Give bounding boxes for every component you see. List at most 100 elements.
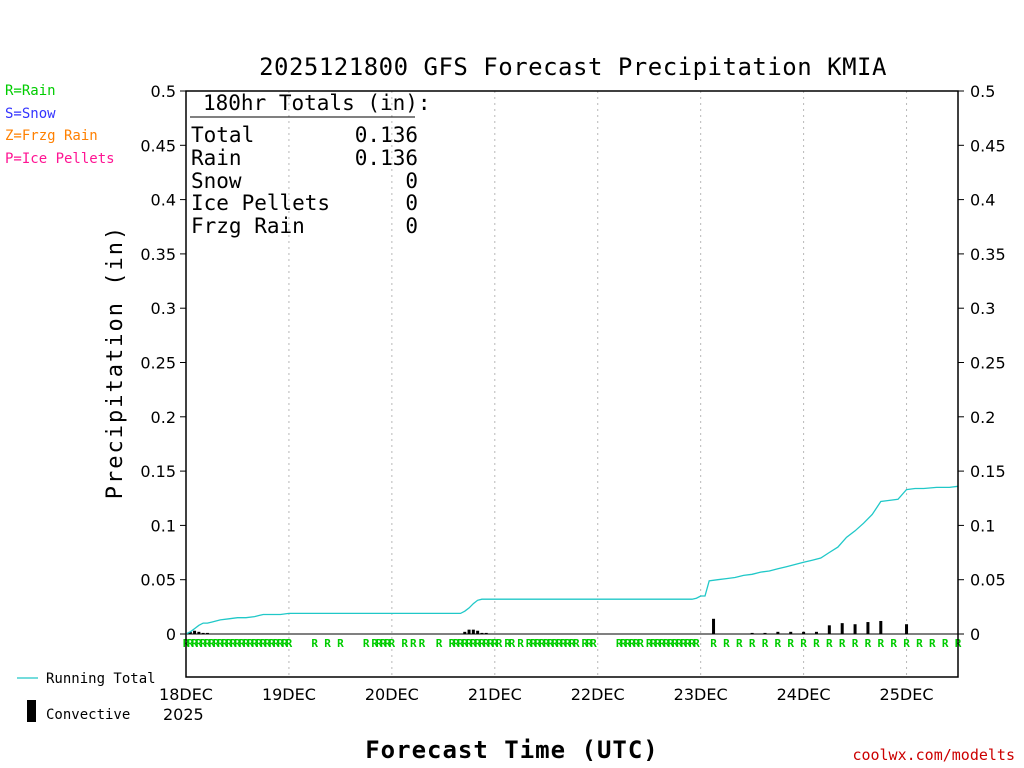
x-tick-label: 21DEC bbox=[468, 685, 522, 704]
credit-text: coolwx.com/modelts bbox=[852, 746, 1015, 764]
precip-marker-r: R bbox=[654, 637, 661, 650]
precip-marker-r: R bbox=[560, 637, 567, 650]
convective-bar bbox=[205, 632, 209, 634]
totals-value-frzg-rain: 0 bbox=[405, 214, 418, 238]
precip-marker-r: R bbox=[260, 637, 267, 650]
precip-marker-r: R bbox=[800, 637, 807, 650]
precip-marker-r: R bbox=[667, 637, 674, 650]
precip-marker-r: R bbox=[187, 637, 194, 650]
precip-marker-r: R bbox=[457, 637, 464, 650]
precip-marker-r: R bbox=[474, 637, 481, 650]
precip-marker-r: R bbox=[556, 637, 563, 650]
y-tick-label-left: 0.15 bbox=[140, 462, 176, 481]
precip-marker-r: R bbox=[736, 637, 743, 650]
precip-marker-r: R bbox=[496, 637, 503, 650]
convective-bar bbox=[476, 630, 480, 634]
precip-marker-r: R bbox=[264, 637, 271, 650]
precip-marker-r: R bbox=[710, 637, 717, 650]
y-tick-label-right: 0.3 bbox=[970, 299, 995, 318]
precip-marker-r: R bbox=[200, 637, 207, 650]
precip-marker-r: R bbox=[470, 637, 477, 650]
precip-marker-r: R bbox=[684, 637, 691, 650]
precip-marker-r: R bbox=[479, 637, 486, 650]
precip-marker-r: R bbox=[865, 637, 872, 650]
totals-label-ice-pellets: Ice Pellets bbox=[191, 191, 330, 215]
precip-marker-r: R bbox=[573, 637, 580, 650]
precip-marker-r: R bbox=[436, 637, 443, 650]
precip-marker-r: R bbox=[676, 637, 683, 650]
precip-marker-r: R bbox=[410, 637, 417, 650]
precip-marker-r: R bbox=[543, 637, 550, 650]
precip-marker-r: R bbox=[273, 637, 280, 650]
running-total-legend-label: Running Total bbox=[46, 671, 156, 687]
precip-marker-r: R bbox=[723, 637, 730, 650]
precip-marker-r: R bbox=[243, 637, 250, 650]
precip-marker-r: R bbox=[466, 637, 473, 650]
precip-marker-r: R bbox=[569, 637, 576, 650]
y-tick-label-left: 0.5 bbox=[151, 82, 176, 101]
precip-marker-r: R bbox=[204, 637, 211, 650]
precip-marker-r: R bbox=[213, 637, 220, 650]
precip-marker-r: R bbox=[633, 637, 640, 650]
precip-marker-r: R bbox=[376, 637, 383, 650]
precip-marker-r: R bbox=[539, 637, 546, 650]
precip-marker-r: R bbox=[659, 637, 666, 650]
precip-marker-r: R bbox=[256, 637, 263, 650]
precip-marker-r: R bbox=[251, 637, 258, 650]
precip-marker-r: R bbox=[483, 637, 490, 650]
precip-marker-r: R bbox=[693, 637, 700, 650]
y-axis-label: Precipitation (in) bbox=[103, 225, 128, 499]
grid bbox=[288, 91, 908, 677]
precip-marker-r: R bbox=[363, 637, 370, 650]
x-tick-label: 25DEC bbox=[880, 685, 934, 704]
precip-marker-r: R bbox=[616, 637, 623, 650]
convective-bar bbox=[480, 632, 484, 634]
precip-marker-r: R bbox=[311, 637, 318, 650]
convective-bar bbox=[463, 631, 467, 634]
y-tick-label-left: 0.05 bbox=[140, 571, 176, 590]
precip-marker-r: R bbox=[689, 637, 696, 650]
convective-bars bbox=[188, 618, 909, 634]
x-axis: 18DEC 19DEC 20DEC 21DEC 22DEC 23DEC 24DEC 25DEC bbox=[159, 685, 934, 704]
totals-value-ice-pellets: 0 bbox=[405, 191, 418, 215]
precip-marker-r: R bbox=[277, 637, 284, 650]
convective-legend-label: Convective bbox=[46, 707, 130, 723]
y-axis-left: 0 0.05 0.1 0.15 0.2 0.25 0.3 0.35 0.4 0.45 0.5 bbox=[140, 82, 186, 644]
precip-marker-r: R bbox=[813, 637, 820, 650]
y-tick-label-right: 0.2 bbox=[970, 408, 995, 427]
y-tick-label-left: 0.25 bbox=[140, 354, 176, 373]
precip-marker-r: R bbox=[852, 637, 859, 650]
y-tick-label-right: 0.1 bbox=[970, 516, 995, 535]
convective-bar bbox=[467, 629, 471, 634]
chart-title: 2025121800 GFS Forecast Precipitation KM… bbox=[259, 53, 887, 81]
convective-bar bbox=[484, 632, 488, 634]
totals-label-snow: Snow bbox=[191, 169, 242, 193]
precip-marker-r: R bbox=[208, 637, 215, 650]
precip-marker-r: R bbox=[371, 637, 378, 650]
convective-bar bbox=[814, 631, 818, 634]
precip-marker-r: R bbox=[234, 637, 241, 650]
totals-title: 180hr Totals (in): bbox=[203, 91, 431, 115]
type-legend: R=Rain S=Snow Z=Frzg Rain P=Ice Pellets bbox=[5, 83, 115, 167]
convective-bar bbox=[763, 632, 767, 634]
y-tick-label-left: 0.45 bbox=[140, 136, 176, 155]
convective-bar bbox=[879, 620, 883, 634]
x-tick-label: 24DEC bbox=[777, 685, 831, 704]
precip-marker-r: R bbox=[221, 637, 228, 650]
precip-marker-r: R bbox=[629, 637, 636, 650]
precip-marker-r: R bbox=[590, 637, 597, 650]
y-axis-right: 0 0.05 0.1 0.15 0.2 0.25 0.3 0.35 0.4 0.45 0.5 bbox=[958, 82, 1006, 644]
precip-marker-r: R bbox=[384, 637, 391, 650]
precip-marker-r: R bbox=[449, 637, 456, 650]
plot-frame bbox=[185, 90, 959, 678]
y-tick-label-right: 0.05 bbox=[970, 571, 1006, 590]
y-tick-label-right: 0.5 bbox=[970, 82, 995, 101]
convective-bar bbox=[750, 632, 754, 634]
precip-marker-r: R bbox=[916, 637, 923, 650]
precip-marker-r: R bbox=[534, 637, 541, 650]
precip-marker-r: R bbox=[929, 637, 936, 650]
precip-marker-r: R bbox=[196, 637, 203, 650]
precip-marker-r: R bbox=[217, 637, 224, 650]
convective-bar bbox=[197, 631, 201, 634]
